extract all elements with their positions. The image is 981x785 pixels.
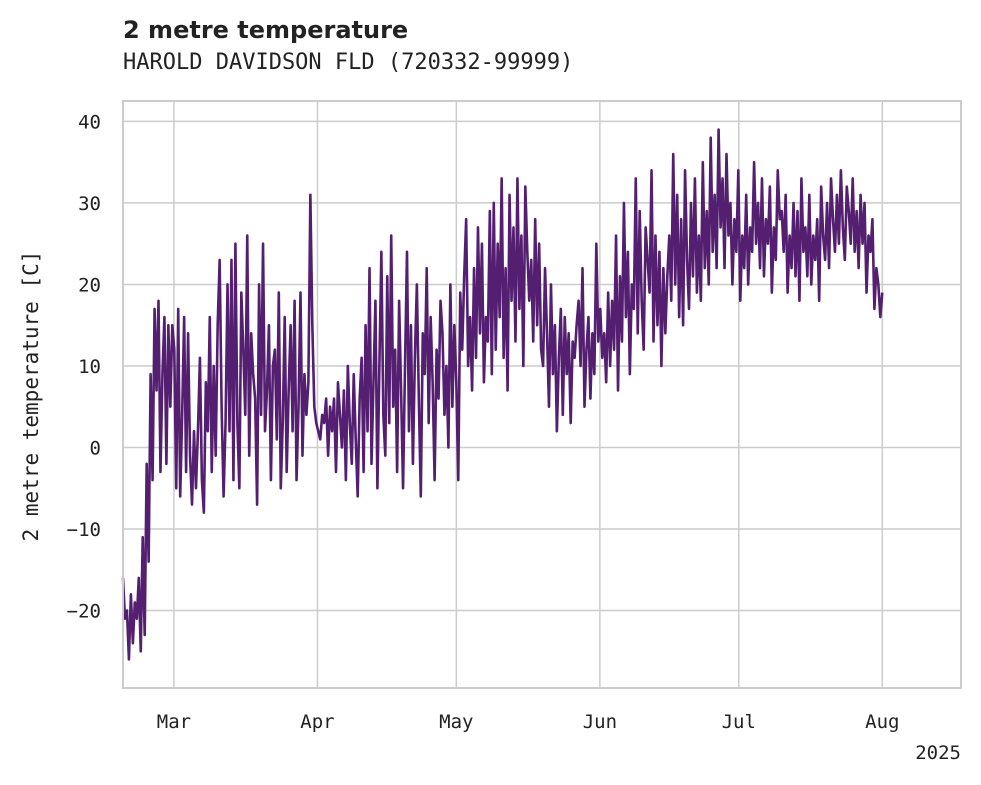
y-tick-label: 20 <box>78 274 101 296</box>
y-tick-label: 40 <box>78 111 101 133</box>
tick-layer: −20 −10 0 10 20 30 40 Mar Apr May Jun Jul Aug <box>67 111 900 733</box>
chart-title: 2 metre temperature <box>123 16 409 44</box>
y-axis-label: 2 metre temperature [C] <box>19 251 43 542</box>
x-tick-label: May <box>439 711 473 733</box>
plot-frame <box>122 100 962 689</box>
y-tick-label: 10 <box>78 356 101 378</box>
year-label: 2025 <box>915 742 961 764</box>
x-tick-label: Jul <box>722 711 756 733</box>
x-tick-label: Apr <box>300 711 334 733</box>
y-tick-label: 30 <box>78 193 101 215</box>
x-tick-label: Jun <box>583 711 617 733</box>
y-tick-label: −10 <box>67 519 101 541</box>
x-tick-label: Aug <box>865 711 899 733</box>
x-tick-label: Mar <box>157 711 191 733</box>
series-layer <box>121 128 884 661</box>
temperature-series-line <box>121 128 884 661</box>
y-tick-label: 0 <box>90 437 101 459</box>
y-tick-label: −20 <box>67 601 101 623</box>
chart-subtitle: HAROLD DAVIDSON FLD (720332-99999) <box>123 50 574 75</box>
